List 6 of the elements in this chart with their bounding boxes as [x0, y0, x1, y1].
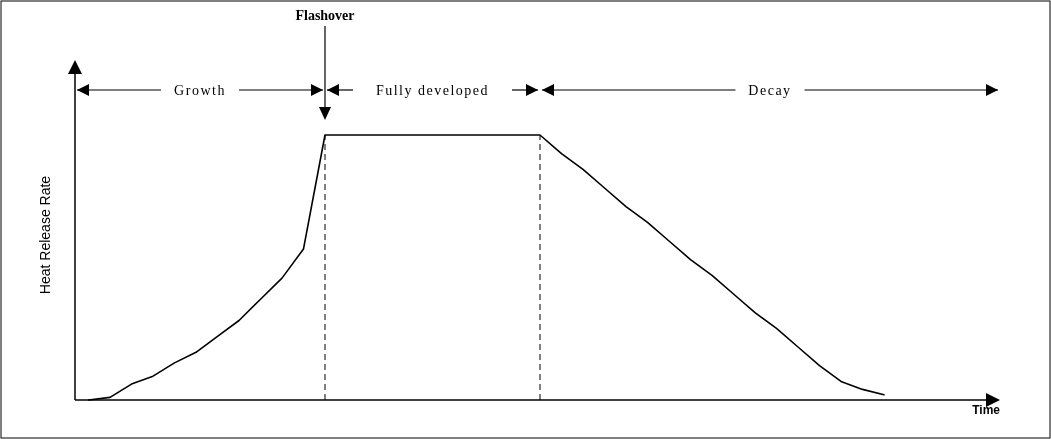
- y-axis-title: Heat Release Rate: [37, 175, 53, 295]
- text: Fully developed: [375, 83, 490, 98]
- text: Time: [972, 403, 1001, 417]
- text: Flashover: [295, 8, 355, 23]
- text: Decay: [748, 83, 792, 98]
- text: Growth: [174, 83, 226, 98]
